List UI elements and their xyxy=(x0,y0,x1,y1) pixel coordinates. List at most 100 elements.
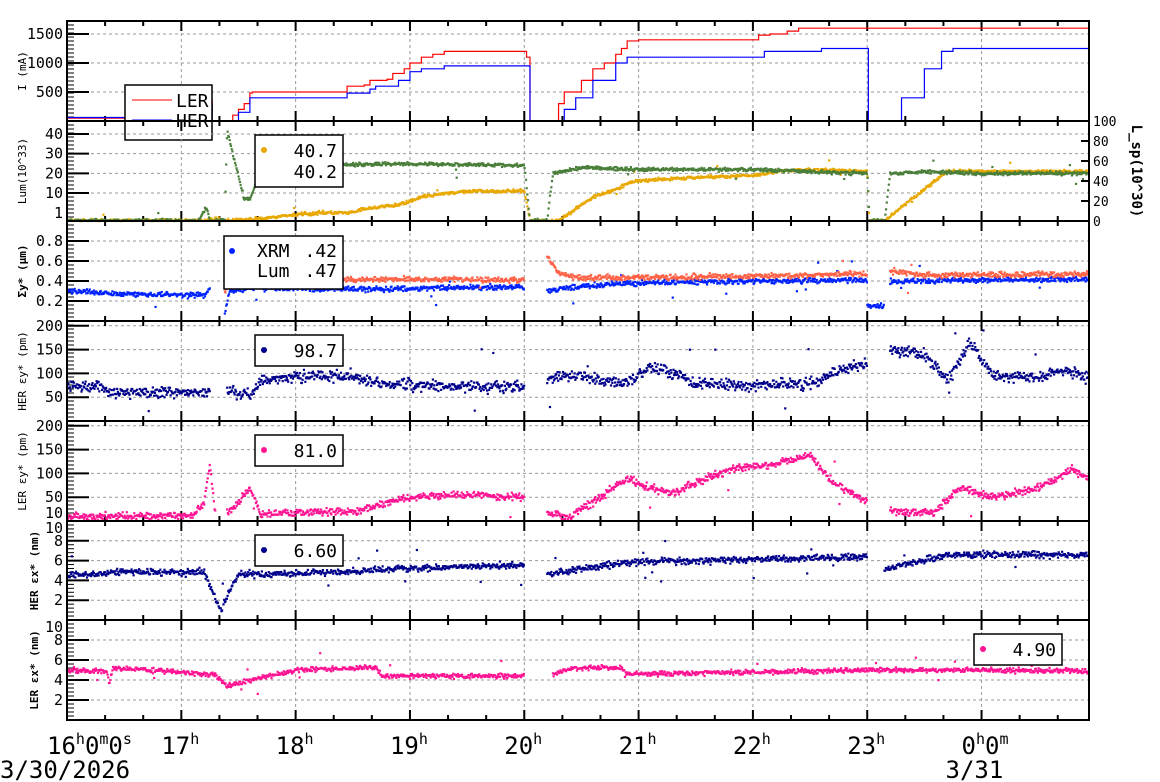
data-point-Lsp xyxy=(661,168,664,171)
data-point-Lsp xyxy=(465,162,469,165)
data-point-Lum xyxy=(894,210,897,213)
data-point-Lsp xyxy=(842,171,845,174)
data-point-Lsp xyxy=(806,169,809,172)
data-point-XRM xyxy=(970,280,973,283)
data-point-Lum xyxy=(618,187,622,190)
data-point-XRM xyxy=(770,282,773,285)
data-point-Lsp xyxy=(848,172,851,175)
data-point-Lum xyxy=(669,178,672,181)
data-point-XRM xyxy=(188,295,191,298)
data-point-Lsp xyxy=(759,170,762,173)
data-point-Lum xyxy=(476,190,480,193)
data-point-Lum xyxy=(332,212,336,216)
data-point-XRM xyxy=(718,282,722,285)
data-point-Lum xyxy=(411,199,414,202)
data-point-Lum xyxy=(928,185,932,188)
y-tick-label: 0.8 xyxy=(36,232,63,250)
data-point-XRM xyxy=(881,305,885,308)
data-point-Lum xyxy=(635,179,639,182)
data-point-Lsp xyxy=(548,201,551,204)
data-point-Lum xyxy=(300,211,303,214)
data-point-XRM xyxy=(500,288,504,291)
data-point-Lsp xyxy=(675,167,678,170)
data-point-Lsp xyxy=(193,218,196,221)
data-point-XRM xyxy=(477,284,480,287)
data-point-Lum xyxy=(334,212,337,215)
data-point-Lsp xyxy=(697,169,700,172)
data-point-Lsp xyxy=(166,218,169,221)
data-point-Lum xyxy=(952,168,956,171)
data-point-Lsp xyxy=(749,168,752,171)
data-point-Lsp xyxy=(568,169,571,172)
data-point-Lum xyxy=(1077,170,1080,173)
data-point-Lsp xyxy=(402,164,405,167)
data-point-Lsp xyxy=(596,165,599,168)
data-point-Lum xyxy=(417,197,420,201)
data-point-Lum xyxy=(886,216,889,219)
data-point-Lum xyxy=(203,218,207,221)
series-line-LER xyxy=(67,27,1089,122)
data-point-XRM xyxy=(693,282,696,285)
data-point-XRM xyxy=(804,288,807,291)
data-point-Lum xyxy=(593,193,596,196)
series-group xyxy=(66,130,1090,223)
data-point-Lum xyxy=(407,201,410,204)
data-point-Lsp xyxy=(758,168,761,172)
data-point-XRM xyxy=(149,291,152,294)
data-point-Lum xyxy=(1037,169,1040,172)
data-point-Lsp xyxy=(239,184,242,187)
data-point-Lum xyxy=(630,181,633,184)
data-point-Lum xyxy=(729,176,732,179)
data-point-Lsp xyxy=(902,173,905,176)
data-point-XRM xyxy=(844,277,847,280)
data-point-Lsp xyxy=(203,206,207,209)
data-point-Lum xyxy=(721,174,724,177)
data-point-Lum xyxy=(755,174,758,178)
data-point-Lsp xyxy=(914,172,917,175)
data-point-Lsp xyxy=(469,162,472,165)
data-point-Lum xyxy=(469,280,473,283)
data-point-XRM xyxy=(206,290,209,293)
right-tick-label: 100 xyxy=(1093,115,1116,130)
data-point-Lsp xyxy=(549,190,552,193)
data-point-Lum xyxy=(522,189,526,193)
data-point-XRM xyxy=(441,284,445,287)
data-point-XRM xyxy=(583,285,587,288)
data-point-Lsp xyxy=(865,172,868,176)
data-point-Lum xyxy=(485,279,488,283)
data-point-Lsp xyxy=(560,170,563,173)
data-point-Lum xyxy=(524,198,528,201)
data-point-Lum xyxy=(393,202,397,205)
data-point-Lum xyxy=(583,201,587,205)
panel-frame xyxy=(66,20,1090,122)
data-point-Lum xyxy=(400,203,403,206)
data-point-Lum xyxy=(90,217,93,220)
data-point-Lsp xyxy=(867,205,871,208)
data-point-XRM xyxy=(227,293,231,296)
data-point-Lsp xyxy=(1057,172,1061,176)
data-point-Lsp xyxy=(884,208,888,211)
data-point-Lsp xyxy=(363,164,366,167)
data-point-Lsp xyxy=(813,170,816,173)
data-point-Lsp xyxy=(406,161,410,164)
data-point-Lsp xyxy=(760,167,763,170)
data-point-Lsp xyxy=(247,197,250,201)
data-point-Lum xyxy=(566,214,569,218)
data-point-Lum xyxy=(937,178,940,181)
data-point-XRM xyxy=(405,289,408,292)
data-point-Lum xyxy=(692,176,696,179)
data-point-Lsp xyxy=(606,168,609,171)
legend-marker xyxy=(261,147,267,153)
data-point-Lum xyxy=(575,207,578,210)
data-point-Lsp xyxy=(223,218,226,221)
data-point-Lsp xyxy=(371,164,374,167)
data-point-Lsp xyxy=(645,167,648,170)
data-point-XRM xyxy=(98,293,101,296)
y-tick-label: 0.4 xyxy=(36,272,63,290)
data-point-Lsp xyxy=(206,210,209,213)
data-point-Lsp xyxy=(721,169,724,172)
data-point-Lum xyxy=(436,189,439,192)
data-point-XRM xyxy=(598,285,602,289)
data-point-Lsp xyxy=(646,168,650,172)
data-point-Lum xyxy=(423,196,426,199)
